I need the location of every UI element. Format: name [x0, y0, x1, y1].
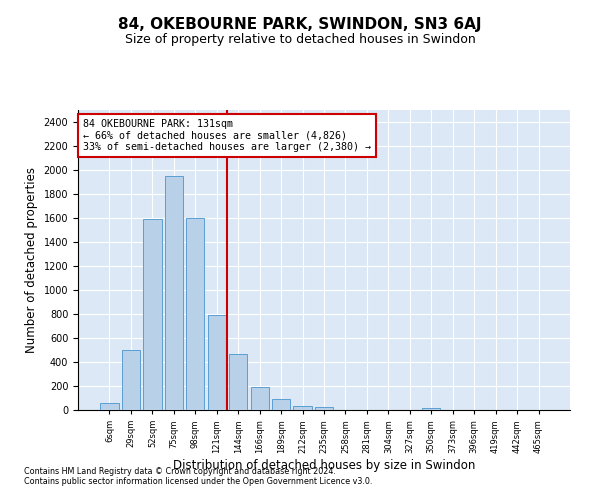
Bar — [100, 403, 119, 410]
Text: 84, OKEBOURNE PARK, SWINDON, SN3 6AJ: 84, OKEBOURNE PARK, SWINDON, SN3 6AJ — [118, 18, 482, 32]
Text: Size of property relative to detached houses in Swindon: Size of property relative to detached ho… — [125, 32, 475, 46]
Bar — [186, 218, 205, 410]
Bar — [293, 406, 311, 410]
Text: Contains HM Land Registry data © Crown copyright and database right 2024.: Contains HM Land Registry data © Crown c… — [24, 467, 336, 476]
Bar — [122, 350, 140, 410]
Text: 84 OKEBOURNE PARK: 131sqm
← 66% of detached houses are smaller (4,826)
33% of se: 84 OKEBOURNE PARK: 131sqm ← 66% of detac… — [83, 119, 371, 152]
Bar — [143, 219, 161, 410]
Bar — [422, 408, 440, 410]
Bar — [272, 399, 290, 410]
Bar — [315, 407, 333, 410]
Bar — [251, 386, 269, 410]
Bar — [208, 315, 226, 410]
Y-axis label: Number of detached properties: Number of detached properties — [25, 167, 38, 353]
Bar — [229, 354, 247, 410]
Bar — [165, 176, 183, 410]
X-axis label: Distribution of detached houses by size in Swindon: Distribution of detached houses by size … — [173, 458, 475, 471]
Text: Contains public sector information licensed under the Open Government Licence v3: Contains public sector information licen… — [24, 477, 373, 486]
